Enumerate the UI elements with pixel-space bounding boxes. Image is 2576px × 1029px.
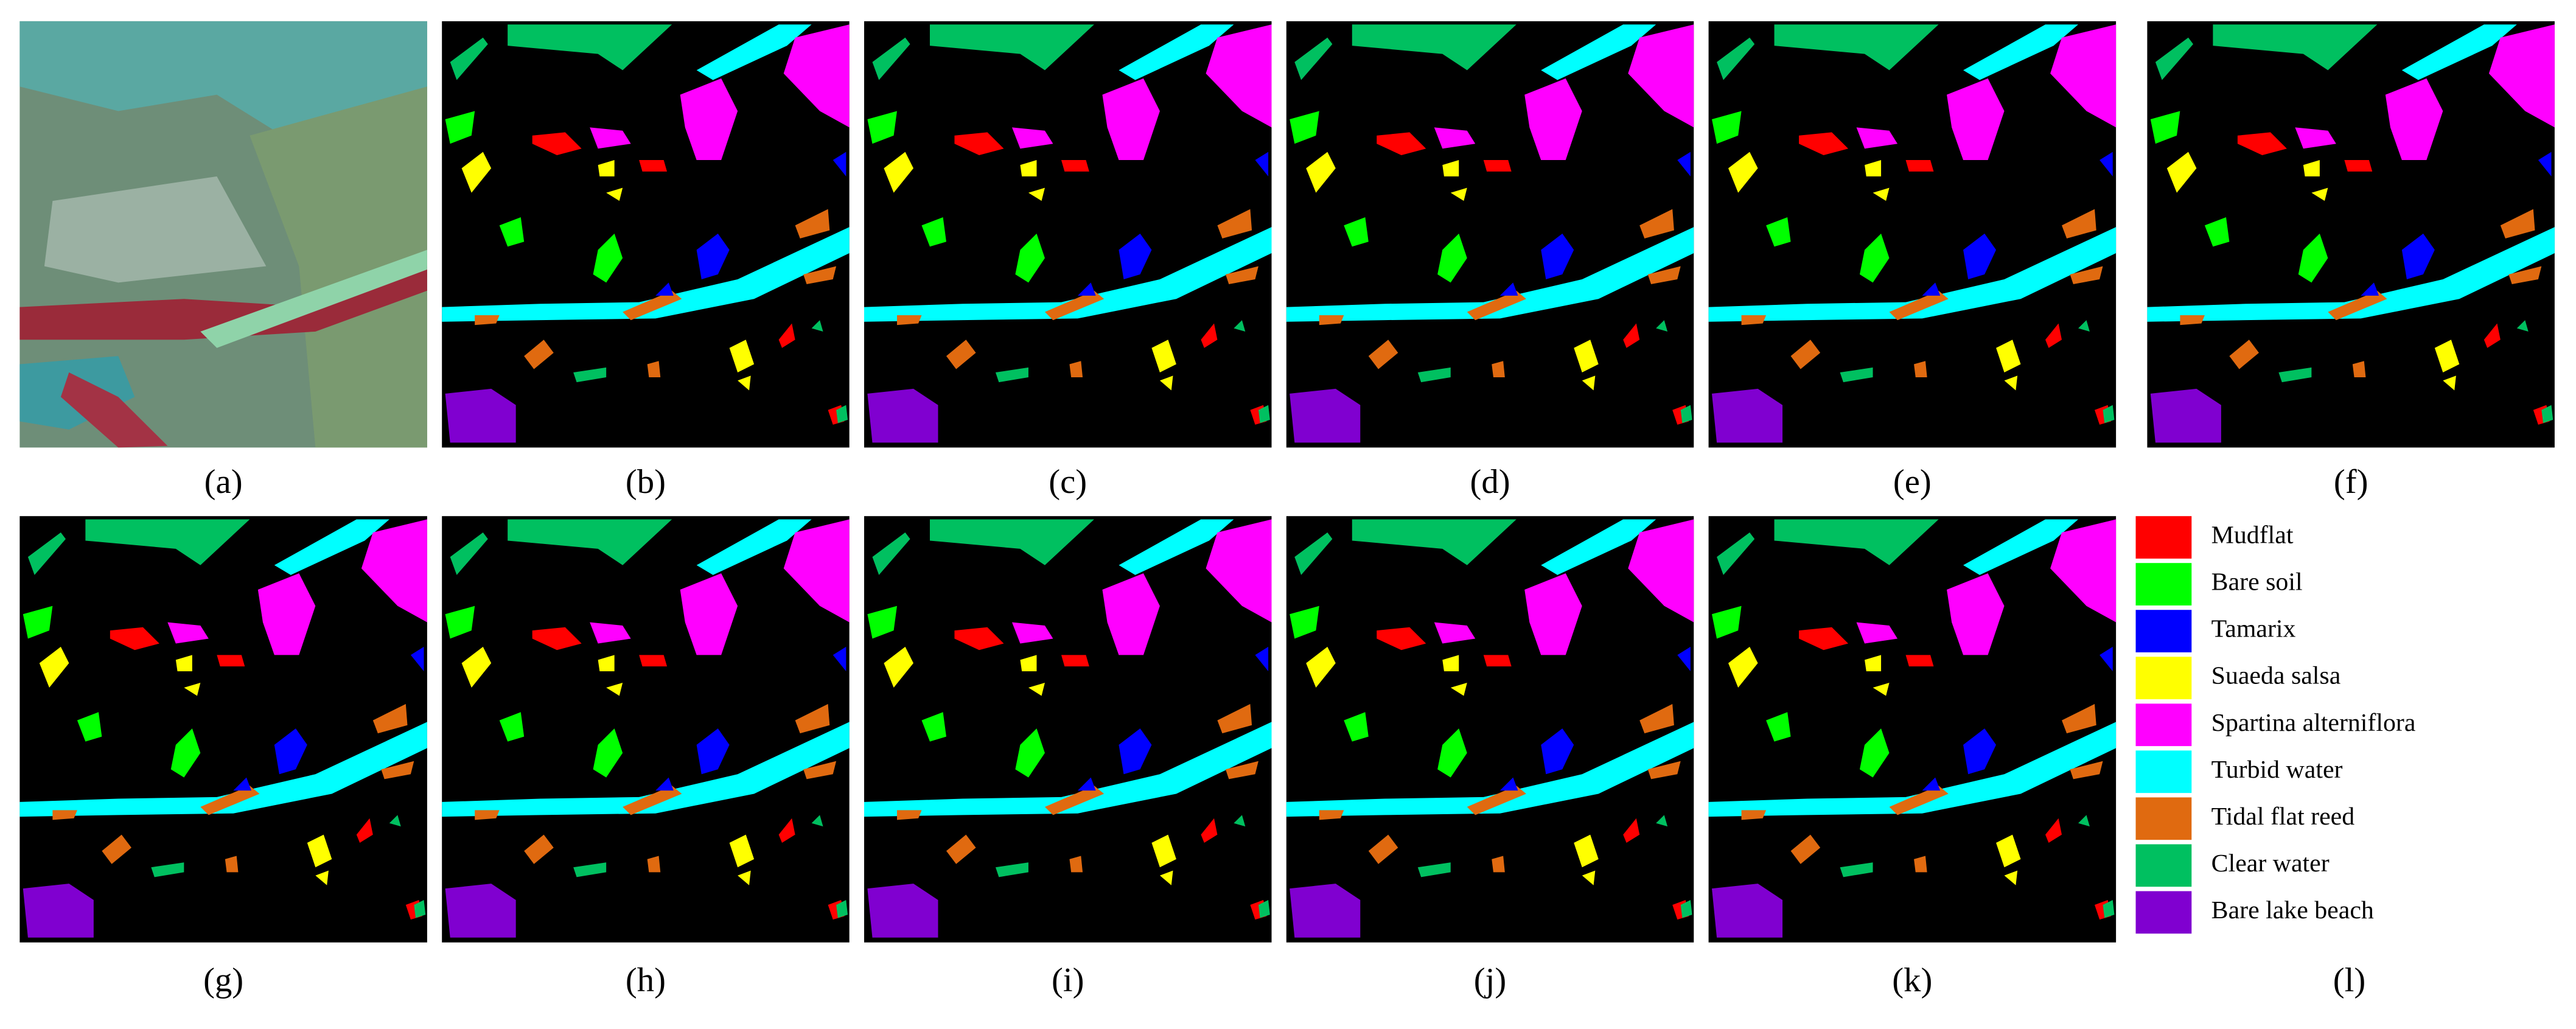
- panel-label: (g): [203, 961, 243, 999]
- legend-swatch: [2135, 844, 2192, 887]
- legend-label: Bare lake beach: [2211, 896, 2374, 924]
- classification-map: [2147, 21, 2555, 448]
- legend-swatch: [2135, 657, 2192, 700]
- classification-map: [1708, 516, 2117, 943]
- legend-label: Tamarix: [2211, 615, 2296, 643]
- panel-label: (h): [626, 961, 666, 999]
- panel-label: (a): [204, 463, 243, 501]
- legend-label: Bare soil: [2211, 568, 2303, 596]
- panel-label: (k): [1892, 961, 1932, 999]
- panel-label: (i): [1052, 961, 1084, 999]
- legend-swatch: [2135, 891, 2192, 934]
- classification-map: [1708, 21, 2117, 448]
- legend-label: Suaeda salsa: [2211, 662, 2341, 690]
- panel-label: (j): [1474, 961, 1506, 999]
- legend-swatch: [2135, 516, 2192, 559]
- legend-label: Spartina alterniflora: [2211, 709, 2416, 737]
- classification-map: [864, 21, 1272, 448]
- legend-label: Mudflat: [2211, 521, 2294, 549]
- panels: (a) (b) (c) (d) (e) (f) (g) (h) (i) (j) (k) (l): [19, 21, 2555, 999]
- classification-map: [442, 21, 850, 448]
- legend-swatch: [2135, 610, 2192, 653]
- legend-swatch: [2135, 563, 2192, 606]
- classification-map: [1286, 21, 1694, 448]
- legend-swatch: [2135, 750, 2192, 794]
- classification-map: [864, 516, 1272, 943]
- legend-swatch: [2135, 703, 2192, 747]
- panel-label: (c): [1049, 463, 1087, 501]
- satellite-image: [19, 21, 427, 448]
- panel-label: (e): [1893, 463, 1932, 501]
- legend-label: Turbid water: [2211, 756, 2343, 784]
- legend: Mudflat Bare soil Tamarix Suaeda salsa Spart…: [2135, 516, 2416, 934]
- panel-label: (f): [2334, 463, 2368, 501]
- legend-label: Tidal flat reed: [2211, 803, 2355, 831]
- panel-label: (b): [626, 463, 666, 501]
- classification-map: [1286, 516, 1694, 943]
- legend-label: Clear water: [2211, 849, 2330, 877]
- panel-label: (d): [1470, 463, 1510, 501]
- legend-swatch: [2135, 797, 2192, 840]
- panel-label: (l): [2333, 961, 2365, 999]
- classification-map: [19, 516, 427, 943]
- classification-map: [442, 516, 850, 943]
